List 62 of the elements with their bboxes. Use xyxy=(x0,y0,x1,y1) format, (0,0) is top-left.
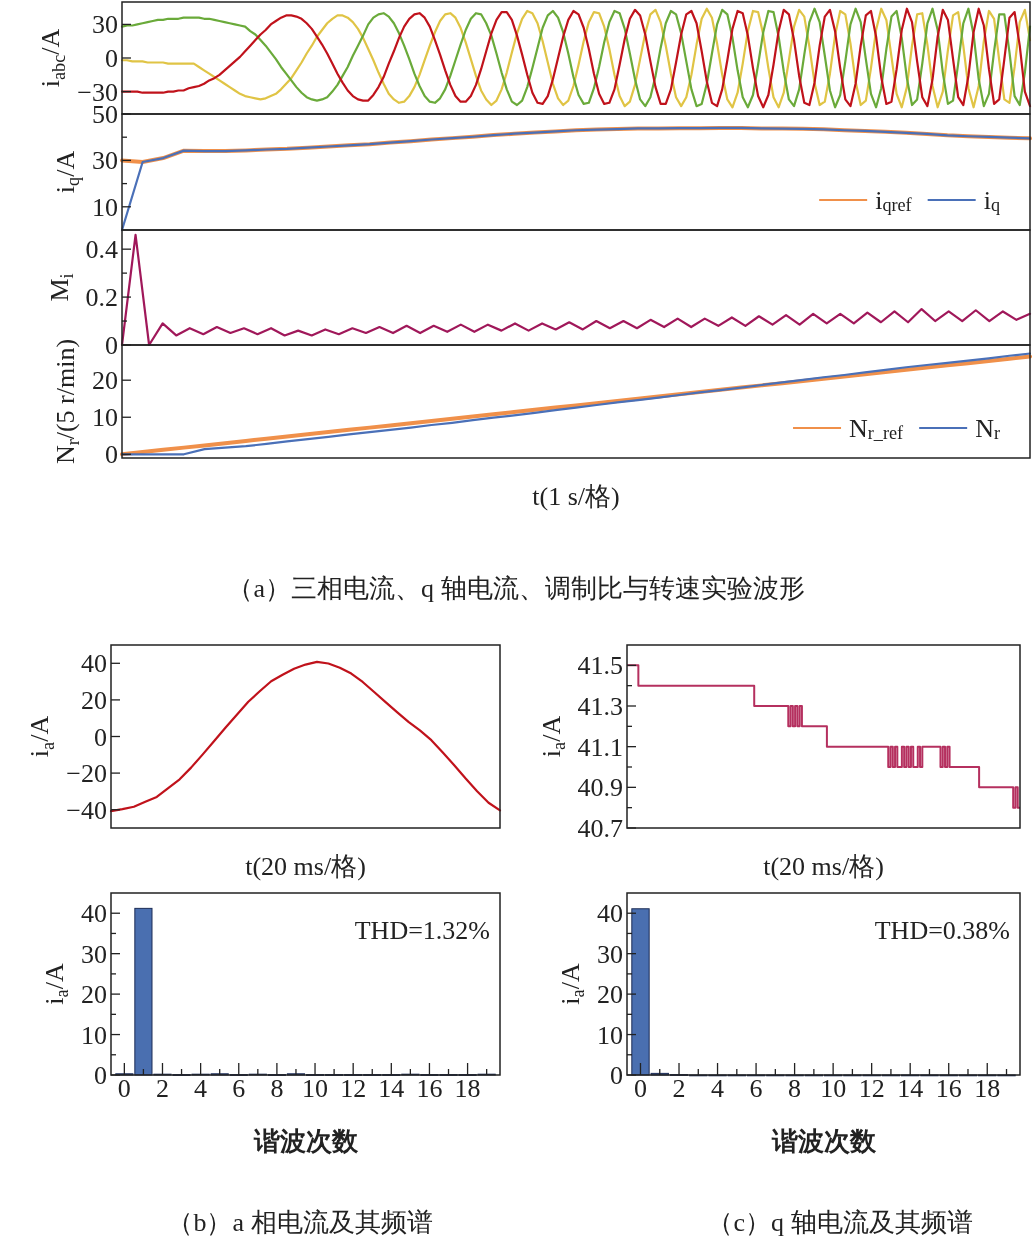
y-tick-label: 30 xyxy=(92,145,118,175)
y-tick-label: −20 xyxy=(66,758,107,788)
y-tick-label: 40.9 xyxy=(577,772,623,802)
annotation: THD=0.38% xyxy=(874,915,1010,945)
legend-label: i$_{q}$ xyxy=(983,185,1000,216)
x-tick-label: 14 xyxy=(378,1074,405,1104)
y-tick-label: 40 xyxy=(81,898,107,928)
x-tick-label: 0 xyxy=(633,1074,647,1104)
x-tick-label: 18 xyxy=(974,1074,1001,1104)
x-axis-title: t(20 ms/格) xyxy=(245,851,366,881)
y-tick-label: 10 xyxy=(81,1020,107,1050)
y-tick-label: 10 xyxy=(92,192,118,222)
text: （b）a 相电流及其频谱 xyxy=(167,1207,433,1237)
y-tick-label: 40 xyxy=(597,898,623,928)
x-axis-title: 谐波次数 xyxy=(252,1126,359,1156)
y-tick-label: 40.7 xyxy=(577,813,623,843)
text: （a）三相电流、q 轴电流、调制比与转速实验波形 xyxy=(227,573,805,603)
y-tick-label: 0 xyxy=(105,439,118,469)
y-tick-label: 0.4 xyxy=(85,234,118,264)
y-tick-label: 20 xyxy=(81,979,107,1009)
y-tick-label: −40 xyxy=(66,795,107,825)
annotation: THD=1.32% xyxy=(354,915,490,945)
y-tick-label: 10 xyxy=(597,1020,623,1050)
legend-label: N$_{r}$ xyxy=(975,413,1000,444)
x-tick-label: 18 xyxy=(454,1074,481,1104)
y-tick-label: 0 xyxy=(105,330,118,360)
y-tick-label: 10 xyxy=(92,402,118,432)
x-tick-label: 2 xyxy=(155,1074,169,1104)
y-tick-label: 20 xyxy=(597,979,623,1009)
x-tick-label: 6 xyxy=(232,1074,246,1104)
x-tick-label: 4 xyxy=(711,1074,725,1104)
legend-label: i$_{qref}$ xyxy=(875,185,913,216)
x-tick-label: 16 xyxy=(935,1074,962,1104)
text: （c）q 轴电流及其频谱 xyxy=(707,1207,973,1237)
x-tick-label: 6 xyxy=(749,1074,763,1104)
x-tick-label: 12 xyxy=(340,1074,367,1104)
y-tick-label: −30 xyxy=(77,77,118,107)
x-tick-label: 14 xyxy=(897,1074,924,1104)
x-tick-label: 4 xyxy=(194,1074,208,1104)
y-tick-label: 41.5 xyxy=(577,650,623,680)
x-tick-label: 12 xyxy=(858,1074,885,1104)
x-axis-title: t(20 ms/格) xyxy=(763,851,884,881)
x-tick-label: 2 xyxy=(672,1074,686,1104)
y-tick-label: 30 xyxy=(597,939,623,969)
x-axis-title: t(1 s/格) xyxy=(532,481,620,511)
y-tick-label: 30 xyxy=(92,9,118,39)
x-tick-label: 10 xyxy=(820,1074,847,1104)
y-tick-label: 0 xyxy=(105,43,118,73)
x-tick-label: 8 xyxy=(270,1074,284,1104)
y-tick-label: 41.1 xyxy=(577,732,623,762)
y-tick-label: 41.3 xyxy=(577,691,623,721)
y-tick-label: 0.2 xyxy=(85,282,118,312)
x-tick-label: 10 xyxy=(302,1074,329,1104)
y-tick-label: 20 xyxy=(92,365,118,395)
x-tick-label: 16 xyxy=(416,1074,443,1104)
legend-label: N$_{r_ref}$ xyxy=(849,413,905,444)
y-tick-label: 20 xyxy=(81,685,107,715)
x-axis-title: 谐波次数 xyxy=(770,1126,877,1156)
y-tick-label: 0 xyxy=(94,722,107,751)
y-tick-label: 40 xyxy=(81,648,107,678)
y-tick-label: 30 xyxy=(81,939,107,969)
x-tick-label: 8 xyxy=(788,1074,802,1104)
